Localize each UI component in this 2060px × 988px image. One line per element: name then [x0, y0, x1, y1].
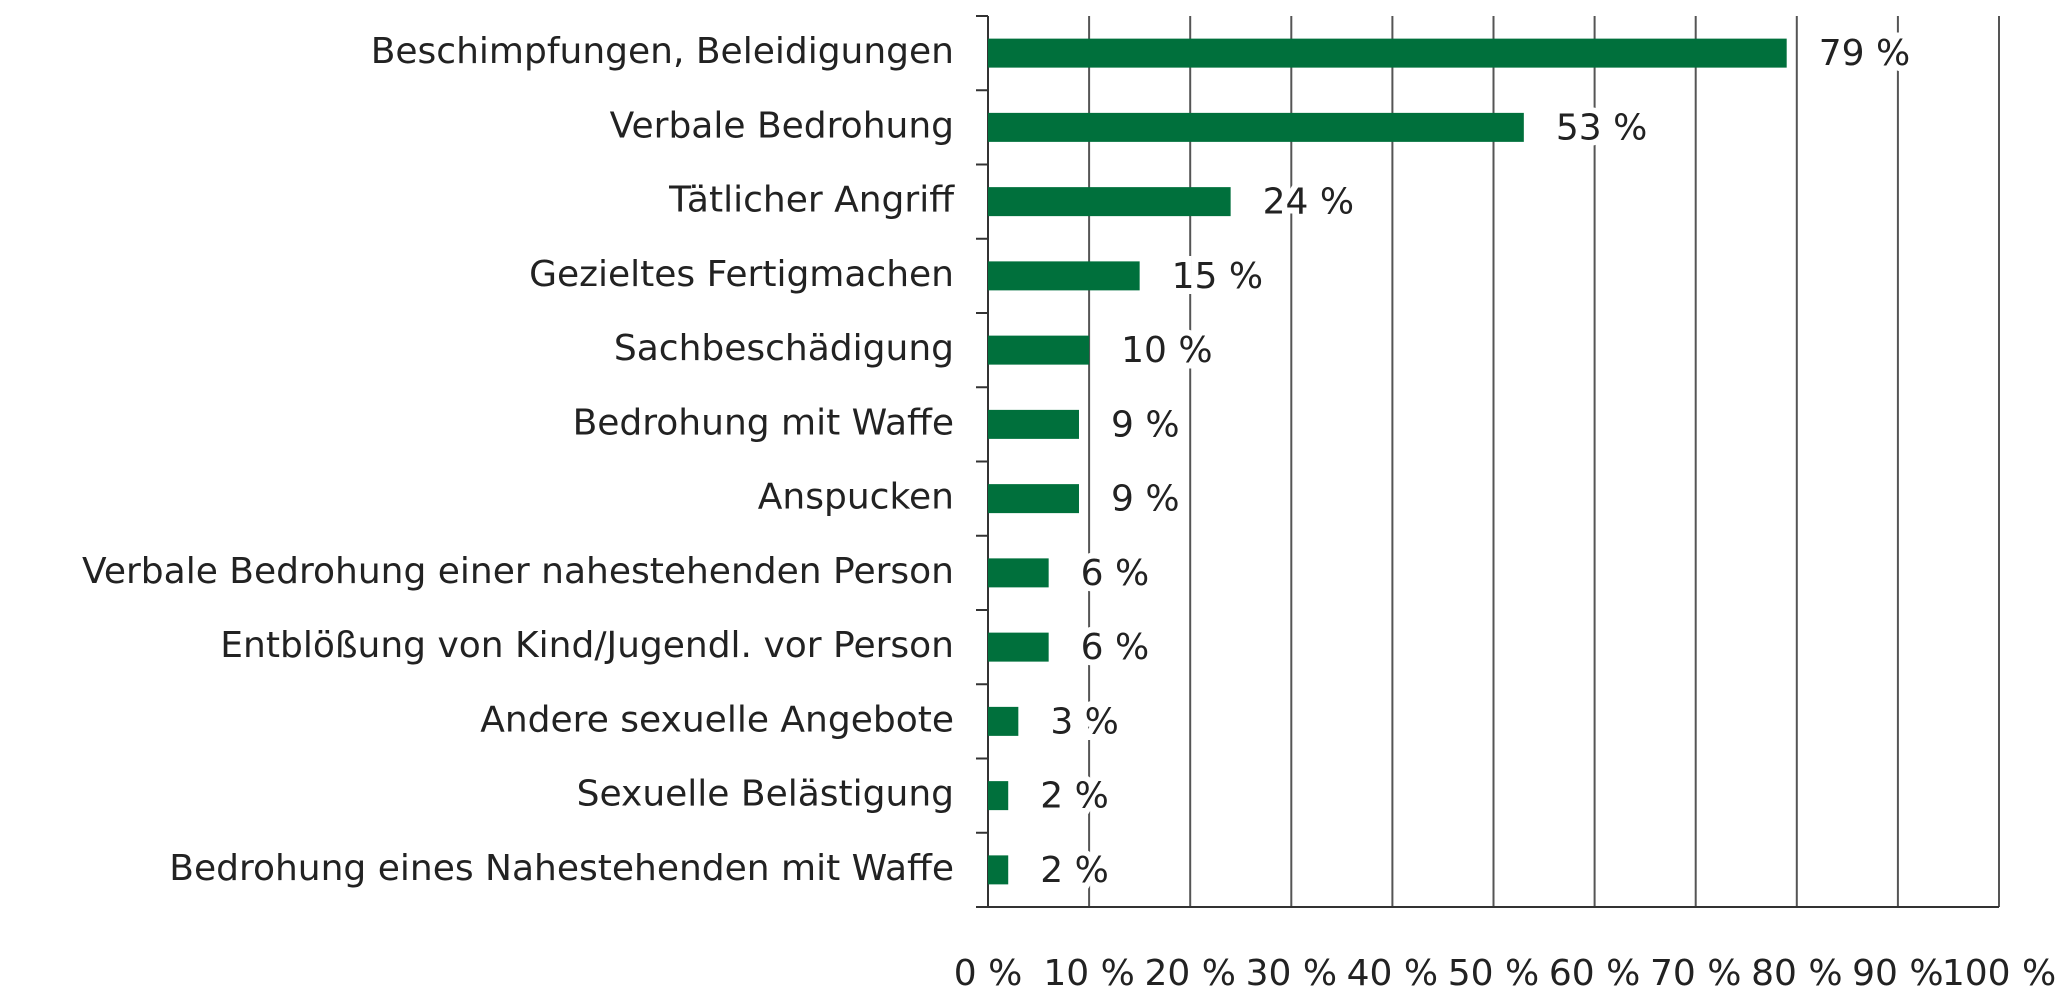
y-tick-label: Beschimpfungen, Beleidigungen — [371, 31, 954, 72]
y-tick-label: Entblößung von Kind/Jugendl. vor Person — [220, 625, 954, 666]
bar — [988, 706, 1019, 736]
y-tick-label: Sexuelle Belästigung — [577, 774, 954, 815]
bar — [988, 112, 1524, 142]
bar — [988, 335, 1090, 365]
bar — [988, 855, 1009, 885]
value-label: 53 % — [1556, 107, 1647, 148]
value-label: 9 % — [1111, 404, 1180, 445]
x-tick-label: 10 % — [1043, 953, 1134, 988]
x-tick-label: 80 % — [1751, 953, 1842, 988]
x-tick-label: 90 % — [1852, 953, 1943, 988]
value-label: 15 % — [1172, 256, 1263, 297]
y-tick-label: Tätlicher Angriff — [668, 180, 955, 221]
x-tick-label: 100 % — [1942, 953, 2056, 988]
value-label: 79 % — [1819, 33, 1910, 74]
y-tick-label: Sachbeschädigung — [614, 328, 954, 369]
y-tick-label: Bedrohung eines Nahestehenden mit Waffe — [169, 848, 954, 889]
value-label: 10 % — [1121, 330, 1212, 371]
value-label: 2 % — [1040, 850, 1109, 891]
x-tick-label: 50 % — [1448, 953, 1539, 988]
value-label: 6 % — [1081, 627, 1150, 668]
y-tick-label: Anspucken — [758, 477, 954, 518]
value-label: 3 % — [1050, 701, 1119, 742]
bar — [988, 409, 1079, 439]
value-label: 6 % — [1081, 553, 1150, 594]
bar — [988, 261, 1140, 291]
x-tick-label: 30 % — [1246, 953, 1337, 988]
y-tick-label: Verbale Bedrohung — [610, 105, 954, 146]
value-label: 24 % — [1263, 182, 1354, 223]
bar — [988, 187, 1231, 217]
bar — [988, 484, 1079, 514]
y-tick-label: Andere sexuelle Angebote — [480, 699, 954, 740]
x-tick-label: 60 % — [1549, 953, 1640, 988]
value-label: 9 % — [1111, 479, 1180, 520]
y-tick-label: Verbale Bedrohung einer nahestehenden Pe… — [82, 551, 954, 592]
bar — [988, 558, 1049, 588]
x-tick-label: 20 % — [1144, 953, 1235, 988]
y-tick-label: Bedrohung mit Waffe — [573, 402, 954, 443]
value-label: 2 % — [1040, 776, 1109, 817]
y-tick-label: Gezieltes Fertigmachen — [529, 254, 954, 295]
bar — [988, 38, 1787, 68]
bar — [988, 632, 1049, 662]
x-tick-label: 40 % — [1347, 953, 1438, 988]
bar — [988, 781, 1009, 811]
x-tick-label: 70 % — [1650, 953, 1741, 988]
x-tick-label: 0 % — [954, 953, 1023, 988]
